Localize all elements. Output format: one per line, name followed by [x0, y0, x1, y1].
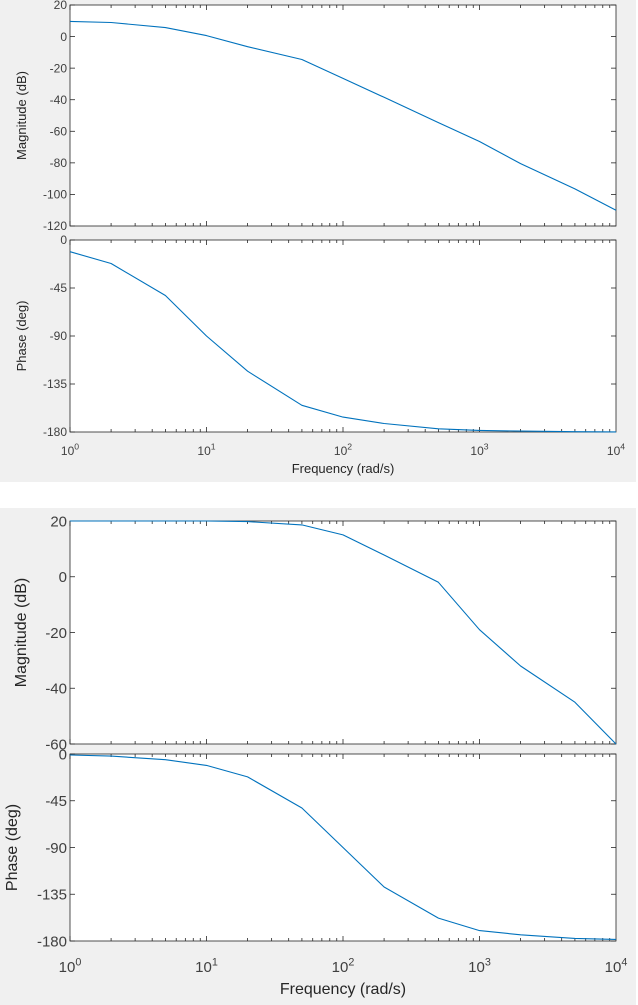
magnitude-series-line: [70, 520, 617, 745]
phase-series-line: [69, 754, 617, 940]
x-tick-label: 104: [607, 442, 625, 458]
phase-ylabel: Phase (deg): [4, 804, 21, 891]
y-tick-label: -120: [43, 219, 67, 233]
magnitude-series-line: [69, 20, 617, 211]
magnitude-plot-area: [69, 520, 617, 745]
x-tick-label: 101: [195, 956, 218, 976]
y-tick-label: -40: [50, 93, 68, 107]
x-tick-label: 100: [59, 956, 82, 976]
phase-axes: 0 -45 -90 -135 -180 Phase (deg): [14, 233, 617, 439]
y-tick-label: 0: [60, 233, 67, 247]
y-tick-label: -100: [43, 188, 67, 202]
y-tick-label: -180: [37, 933, 67, 950]
magnitude-ylabel: Magnitude (dB): [14, 71, 29, 160]
bode-figure-2: 20 0 -20 -40 -60 Magnitude (dB) 0 -45 -90 -135 -18…: [0, 508, 636, 1005]
y-tick-label: -60: [45, 736, 67, 753]
y-tick-label: -90: [45, 840, 67, 857]
x-tick-label: 103: [468, 956, 491, 976]
bode-figure-2-canvas: 20 0 -20 -40 -60 Magnitude (dB) 0 -45 -90 -135 -18…: [4, 513, 628, 998]
magnitude-plot-area: [69, 4, 617, 227]
y-tick-label: 0: [60, 30, 67, 44]
y-tick-label: 20: [54, 0, 68, 12]
y-tick-label: -90: [50, 329, 68, 343]
y-tick-label: -20: [50, 61, 68, 75]
y-tick-label: -135: [43, 377, 67, 391]
phase-axes: 0 -45 -90 -135 -180 Phase (deg): [4, 746, 617, 950]
phase-ylabel: Phase (deg): [14, 301, 29, 372]
y-tick-label: 0: [59, 569, 67, 586]
x-tick-label: 100: [61, 442, 79, 458]
x-tick-label: 102: [332, 956, 355, 976]
phase-series-line: [69, 251, 617, 433]
y-tick-label: -180: [43, 425, 67, 439]
bode-figure-1: 20 0 -20 -40 -60 -80 -100 -120 Magnitude (dB) 0 -4…: [0, 0, 636, 482]
x-tick-label: 104: [605, 956, 628, 976]
y-tick-label: 0: [59, 746, 67, 763]
bode-figure-1-canvas: 20 0 -20 -40 -60 -80 -100 -120 Magnitude (dB) 0 -4…: [14, 0, 625, 476]
magnitude-axes: 20 0 -20 -40 -60 -80 -100 -120 Magnitude (dB): [14, 0, 617, 233]
x-tick-label: 102: [334, 442, 352, 458]
x-axis-label: Frequency (rad/s): [292, 461, 395, 476]
y-tick-label: 20: [50, 513, 67, 530]
x-axis-label: Frequency (rad/s): [280, 981, 406, 998]
y-tick-label: -80: [50, 156, 68, 170]
y-tick-label: -60: [50, 124, 68, 138]
y-tick-label: -45: [50, 281, 68, 295]
x-tick-label: 101: [197, 442, 215, 458]
magnitude-ylabel: Magnitude (dB): [13, 578, 30, 687]
y-tick-label: -40: [45, 681, 67, 698]
y-tick-label: -20: [45, 625, 67, 642]
x-tick-label: 103: [470, 442, 488, 458]
magnitude-axes: 20 0 -20 -40 -60 Magnitude (dB): [13, 513, 617, 753]
y-tick-label: -135: [37, 887, 67, 904]
y-tick-label: -45: [45, 793, 67, 810]
phase-plot-area: [69, 239, 617, 433]
